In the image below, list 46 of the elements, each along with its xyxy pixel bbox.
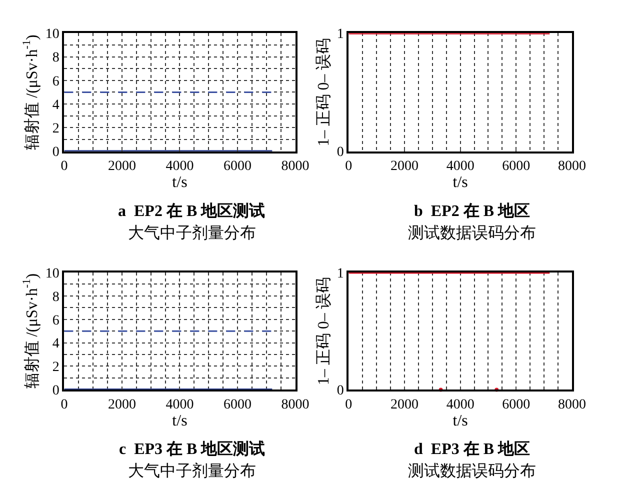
x-tick-label: 2000 (390, 398, 419, 412)
y-tick-label: 10 (45, 266, 60, 282)
y-tick-label: 8 (52, 50, 60, 66)
x-axis-title: t/s (452, 174, 468, 192)
y-tick-label: 2 (52, 360, 60, 376)
x-tick-label: 8000 (558, 398, 586, 412)
text: d EP3 在 B 地区 (414, 440, 530, 458)
x-tick-label: 2000 (390, 159, 419, 174)
x-axis-title: t/s (172, 174, 188, 192)
x-tick-label: 8000 (281, 398, 310, 412)
text: a EP2 在 B 地区测试 (118, 202, 266, 220)
y-axis-title: 1– 正码 0– 误码 (315, 277, 332, 386)
x-tick-label: 6000 (502, 159, 530, 174)
x-axis-title: t/s (172, 412, 188, 430)
x-tick-label: 6000 (224, 398, 252, 412)
x-tick-label: 4000 (446, 398, 474, 412)
text: 大气中子剂量分布 (128, 224, 256, 242)
y-tick-label: 0 (52, 384, 60, 399)
x-tick-label: 6000 (502, 398, 530, 412)
text: 测试数据误码分布 (408, 462, 536, 480)
y-tick-label: 1 (336, 266, 344, 282)
y-tick-label: 1 (336, 27, 344, 42)
y-tick-label: 6 (52, 313, 60, 328)
text: 测试数据误码分布 (408, 224, 536, 242)
y-tick-label: 0 (336, 384, 344, 399)
y-tick-label: 6 (52, 74, 60, 90)
y-tick-label: 10 (45, 27, 60, 42)
y-tick-label: 0 (336, 145, 344, 160)
x-tick-label: 8000 (558, 159, 586, 174)
y-tick-label: 4 (52, 336, 60, 352)
y-tick-label: 2 (52, 122, 60, 137)
x-tick-label: 8000 (281, 159, 310, 174)
y-tick-label: 0 (52, 145, 60, 160)
x-tick-label: 2000 (108, 159, 136, 174)
x-tick-label: 4000 (446, 159, 474, 174)
x-tick-label: 6000 (224, 159, 252, 174)
text: c EP3 在 B 地区测试 (119, 440, 266, 458)
y-axis-title: 1– 正码 0– 误码 (315, 38, 332, 146)
y-tick-label: 8 (52, 290, 60, 305)
text: b EP2 在 B 地区 (414, 202, 530, 220)
x-tick-label: 2000 (108, 398, 136, 412)
text: 大气中子剂量分布 (128, 462, 256, 480)
y-tick-label: 4 (52, 98, 60, 113)
x-tick-label: 4000 (166, 398, 194, 412)
x-axis-title: t/s (452, 412, 468, 430)
x-tick-label: 4000 (166, 159, 194, 174)
